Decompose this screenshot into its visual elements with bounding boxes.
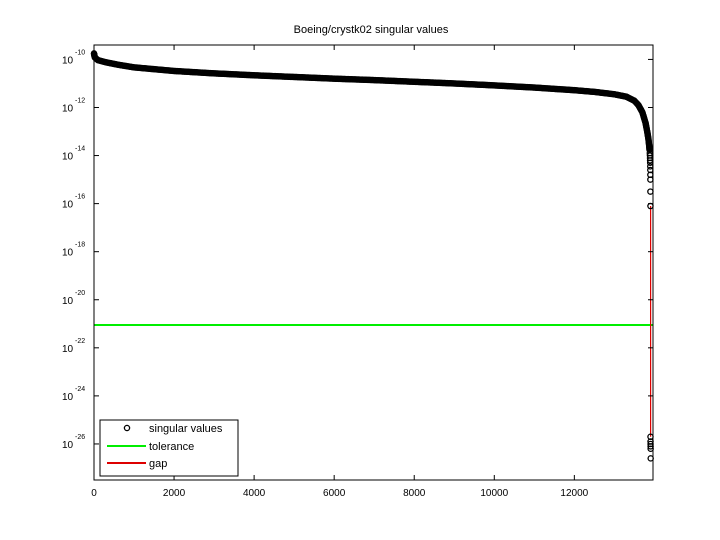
y-axis: 10-1010-1210-1410-1610-1810-2010-2210-24… bbox=[62, 49, 653, 451]
y-tick-exponent: -24 bbox=[75, 386, 85, 393]
y-tick-label: 10 bbox=[62, 200, 74, 211]
chart-title: Boeing/crystk02 singular values bbox=[294, 24, 449, 36]
y-tick-label: 10 bbox=[62, 103, 74, 114]
plot-area bbox=[90, 50, 654, 462]
plot-frame bbox=[93, 44, 654, 481]
x-tick-label: 8000 bbox=[403, 488, 426, 499]
y-tick-exponent: -14 bbox=[75, 146, 85, 153]
y-tick-exponent: -12 bbox=[75, 97, 85, 104]
y-tick-exponent: -20 bbox=[75, 290, 85, 297]
y-tick-label: 10 bbox=[62, 296, 74, 307]
y-tick-exponent: -22 bbox=[75, 338, 85, 345]
y-tick-exponent: -16 bbox=[75, 194, 85, 201]
legend: singular values tolerance gap bbox=[99, 419, 239, 477]
x-axis: 0 2000 4000 6000 8000 10000 12000 bbox=[91, 45, 589, 499]
legend-box bbox=[99, 419, 239, 477]
legend-label-tolerance: tolerance bbox=[149, 441, 194, 453]
x-tick-label: 0 bbox=[91, 488, 97, 499]
x-tick-label: 10000 bbox=[480, 488, 508, 499]
legend-label-gap: gap bbox=[149, 458, 167, 470]
y-tick-label: 10 bbox=[62, 55, 74, 66]
y-tick-exponent: -18 bbox=[75, 242, 85, 249]
x-tick-label: 2000 bbox=[163, 488, 186, 499]
singular-values-markers bbox=[90, 50, 654, 462]
y-tick-exponent: -26 bbox=[75, 434, 85, 441]
y-tick-label: 10 bbox=[62, 344, 74, 355]
y-tick-label: 10 bbox=[62, 248, 74, 259]
x-tick-label: 6000 bbox=[323, 488, 346, 499]
x-tick-label: 12000 bbox=[560, 488, 588, 499]
x-tick-label: 4000 bbox=[243, 488, 266, 499]
y-tick-label: 10 bbox=[62, 392, 74, 403]
legend-marker-singular-values bbox=[123, 424, 131, 432]
legend-label-singular-values: singular values bbox=[149, 423, 223, 435]
y-tick-label: 10 bbox=[62, 152, 74, 163]
y-tick-exponent: -10 bbox=[75, 49, 85, 56]
y-tick-label: 10 bbox=[62, 440, 74, 451]
